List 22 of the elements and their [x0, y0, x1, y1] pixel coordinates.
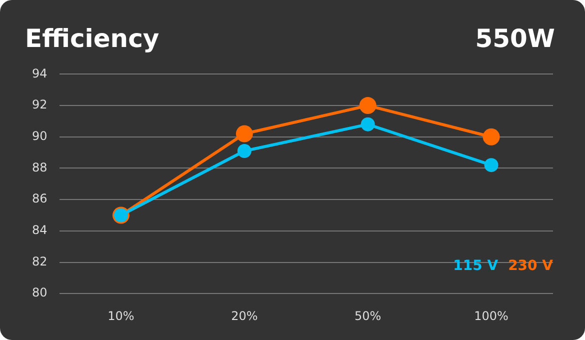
y-tick-label: 82 — [32, 254, 48, 268]
point — [237, 144, 252, 158]
point — [360, 117, 375, 132]
y-tick-label: 90 — [32, 129, 48, 144]
y-tick-label: 88 — [32, 160, 48, 174]
chart-title: Efficiency — [25, 24, 160, 53]
y-tick-label: 80 — [32, 286, 48, 300]
y-tick-label: 92 — [32, 98, 48, 112]
x-tick-label: 50% — [354, 308, 382, 323]
x-tick-label: 10% — [108, 308, 134, 323]
chart-subtitle: 550W — [475, 24, 555, 53]
text: 230 V — [508, 258, 553, 274]
x-tick-label: 100% — [474, 308, 508, 323]
y-tick-label: 86 — [32, 192, 48, 206]
point — [236, 125, 253, 142]
point — [482, 128, 500, 146]
y-tick-label: 94 — [32, 66, 48, 80]
point — [359, 97, 376, 114]
point — [484, 158, 498, 172]
x-tick-label: 20% — [231, 308, 258, 323]
text: 115 V — [453, 258, 498, 274]
y-tick-label: 84 — [32, 223, 48, 238]
